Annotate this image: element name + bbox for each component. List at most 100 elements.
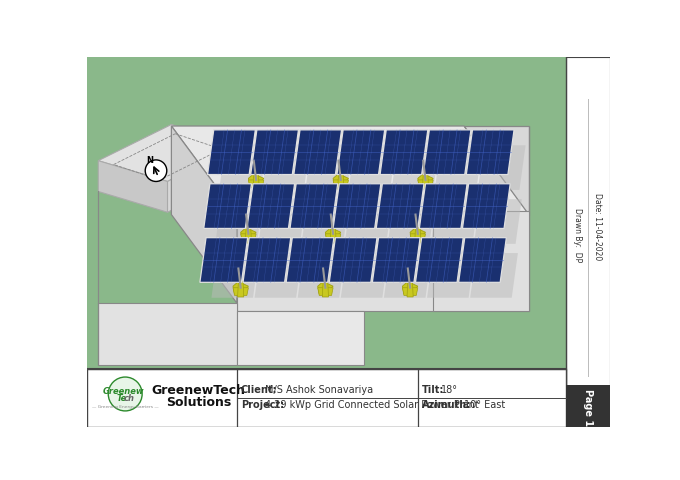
Polygon shape — [566, 58, 611, 427]
Polygon shape — [403, 282, 418, 294]
Polygon shape — [376, 184, 424, 229]
Polygon shape — [410, 228, 426, 240]
Polygon shape — [286, 238, 334, 283]
Polygon shape — [98, 303, 237, 365]
Polygon shape — [466, 131, 514, 175]
Polygon shape — [247, 184, 294, 229]
Text: — Greening Energy Barriers —: — Greening Energy Barriers — — [92, 404, 158, 408]
Polygon shape — [243, 238, 291, 283]
Polygon shape — [318, 282, 333, 294]
Polygon shape — [380, 131, 428, 175]
Text: Drawn By:  DP: Drawn By: DP — [573, 207, 583, 262]
Polygon shape — [403, 288, 418, 296]
Polygon shape — [171, 127, 530, 215]
Polygon shape — [200, 238, 248, 283]
Polygon shape — [241, 228, 256, 240]
Text: Greenew: Greenew — [103, 386, 144, 395]
Polygon shape — [418, 180, 433, 188]
Polygon shape — [216, 200, 263, 244]
Polygon shape — [326, 228, 341, 240]
Text: 4.29 kWp Grid Connected Solar Power Plant: 4.29 kWp Grid Connected Solar Power Plan… — [265, 399, 479, 409]
Polygon shape — [248, 174, 264, 187]
Polygon shape — [423, 131, 471, 175]
Polygon shape — [333, 180, 348, 188]
Text: N: N — [146, 156, 154, 165]
Polygon shape — [98, 125, 237, 182]
Polygon shape — [333, 184, 381, 229]
Text: Project:: Project: — [241, 399, 284, 409]
Polygon shape — [233, 288, 248, 296]
Polygon shape — [410, 234, 426, 242]
Polygon shape — [301, 200, 350, 244]
Polygon shape — [384, 253, 432, 298]
Text: 10° East: 10° East — [464, 399, 505, 409]
Polygon shape — [458, 238, 507, 283]
Polygon shape — [305, 146, 353, 191]
Polygon shape — [237, 311, 364, 365]
Text: Client:: Client: — [241, 384, 277, 394]
Text: Te: Te — [116, 394, 126, 403]
Polygon shape — [431, 200, 479, 244]
Polygon shape — [407, 282, 413, 297]
Polygon shape — [237, 215, 530, 311]
Polygon shape — [298, 253, 345, 298]
Polygon shape — [258, 200, 306, 244]
Text: Date: 11-04-2020: Date: 11-04-2020 — [593, 193, 602, 260]
Polygon shape — [253, 174, 259, 190]
Polygon shape — [341, 253, 388, 298]
Polygon shape — [318, 288, 333, 296]
Polygon shape — [330, 228, 336, 243]
Polygon shape — [435, 146, 483, 191]
Polygon shape — [98, 161, 167, 213]
Polygon shape — [294, 131, 341, 175]
Polygon shape — [373, 238, 420, 283]
Text: M/S Ashok Sonavariya: M/S Ashok Sonavariya — [265, 384, 373, 394]
Polygon shape — [87, 58, 566, 427]
Polygon shape — [337, 131, 385, 175]
Text: ch: ch — [124, 394, 135, 403]
Text: GreenewTech: GreenewTech — [152, 383, 245, 396]
Polygon shape — [470, 253, 518, 298]
Text: Page 1: Page 1 — [583, 388, 593, 425]
Polygon shape — [326, 234, 341, 242]
Polygon shape — [219, 146, 267, 191]
Polygon shape — [262, 146, 310, 191]
Polygon shape — [254, 253, 303, 298]
Polygon shape — [415, 238, 463, 283]
Polygon shape — [338, 174, 344, 190]
Polygon shape — [422, 174, 428, 190]
Polygon shape — [87, 369, 566, 427]
Polygon shape — [211, 253, 259, 298]
Polygon shape — [233, 282, 248, 294]
Polygon shape — [204, 184, 252, 229]
Circle shape — [108, 377, 142, 411]
Polygon shape — [241, 234, 256, 242]
Text: 18°: 18° — [441, 384, 458, 394]
Text: Solutions: Solutions — [166, 396, 231, 408]
Polygon shape — [290, 184, 338, 229]
Polygon shape — [348, 146, 396, 191]
Polygon shape — [322, 282, 328, 297]
Text: Azimuth:: Azimuth: — [422, 399, 471, 409]
Polygon shape — [248, 180, 264, 188]
Polygon shape — [237, 282, 244, 297]
Polygon shape — [427, 253, 475, 298]
Polygon shape — [345, 200, 392, 244]
Polygon shape — [388, 200, 435, 244]
Polygon shape — [167, 146, 237, 213]
Polygon shape — [464, 127, 530, 215]
Polygon shape — [462, 184, 510, 229]
Polygon shape — [207, 131, 255, 175]
Polygon shape — [171, 127, 237, 303]
Text: Tilt:: Tilt: — [422, 384, 444, 394]
Polygon shape — [478, 146, 526, 191]
Polygon shape — [333, 174, 348, 187]
Polygon shape — [474, 200, 522, 244]
Polygon shape — [87, 58, 566, 369]
Polygon shape — [392, 146, 439, 191]
Polygon shape — [420, 184, 467, 229]
Polygon shape — [415, 228, 421, 243]
Polygon shape — [329, 238, 377, 283]
Polygon shape — [87, 58, 611, 427]
Polygon shape — [418, 174, 433, 187]
